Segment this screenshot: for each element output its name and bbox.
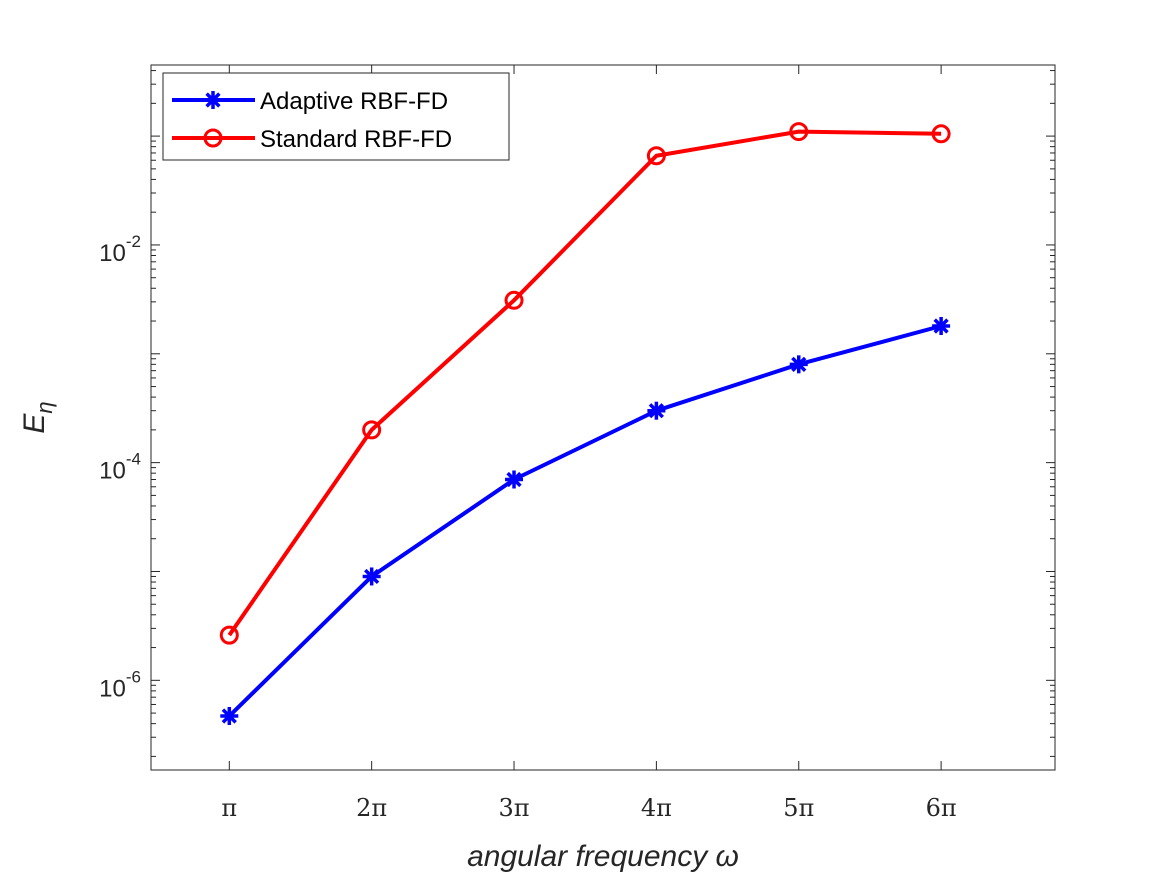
y-tick-label-base: 10 bbox=[99, 458, 126, 485]
axis-ticks bbox=[151, 65, 1055, 770]
legend-entry: Adaptive RBF-FD bbox=[172, 88, 448, 115]
series-standard bbox=[219, 122, 951, 645]
series-adaptive bbox=[220, 317, 951, 726]
y-tick-label: 10-2 bbox=[99, 232, 141, 267]
y-axis-label-subscript: η bbox=[32, 401, 57, 413]
y-tick-label-exponent: -6 bbox=[126, 667, 141, 686]
data-point bbox=[362, 420, 382, 440]
y-tick-label-exponent: -4 bbox=[126, 450, 141, 469]
data-point bbox=[362, 567, 381, 586]
data-point bbox=[789, 122, 809, 142]
y-axis-label: Eη bbox=[18, 401, 57, 433]
plot-frame bbox=[150, 64, 1056, 771]
x-tick-label: 5π bbox=[783, 794, 814, 822]
y-tick-label-base: 10 bbox=[99, 675, 126, 702]
series-line bbox=[227, 324, 942, 718]
data-point bbox=[932, 317, 951, 336]
data-point bbox=[789, 355, 808, 374]
series-line bbox=[227, 129, 942, 637]
data-point bbox=[504, 290, 524, 310]
data-point bbox=[219, 625, 239, 645]
legend-label: Standard RBF-FD bbox=[260, 126, 452, 153]
data-point bbox=[505, 470, 524, 489]
x-tick-label: 3π bbox=[499, 794, 530, 822]
legend-entry: Standard RBF-FD bbox=[172, 126, 452, 153]
x-tick-label: 6π bbox=[926, 794, 957, 822]
x-tick-label: 2π bbox=[356, 794, 387, 822]
legend-label: Adaptive RBF-FD bbox=[260, 88, 448, 115]
x-axis-label: angular frequency ω bbox=[467, 840, 739, 873]
y-tick-labels: 10-210-410-6 bbox=[99, 232, 141, 702]
legend-box bbox=[162, 72, 510, 161]
data-point bbox=[931, 124, 951, 144]
plot-area bbox=[151, 65, 1055, 770]
x-tick-label: π bbox=[221, 794, 237, 822]
y-axis-label-main: E bbox=[18, 413, 51, 434]
x-tick-labels: π 2π 3π 4π 5π 6π bbox=[221, 794, 956, 822]
data-point bbox=[646, 146, 666, 166]
data-point bbox=[647, 401, 666, 420]
legend-marker bbox=[204, 91, 222, 109]
y-tick-label-base: 10 bbox=[99, 240, 126, 267]
y-tick-label: 10-4 bbox=[99, 450, 141, 485]
legend: Adaptive RBF-FD Standard RBF-FD bbox=[162, 72, 510, 161]
data-point bbox=[220, 707, 239, 726]
legend-marker bbox=[203, 128, 223, 148]
series-layer bbox=[219, 122, 951, 726]
x-tick-label: 4π bbox=[641, 794, 672, 822]
y-tick-label: 10-6 bbox=[99, 667, 141, 702]
y-tick-label-exponent: -2 bbox=[126, 232, 141, 251]
